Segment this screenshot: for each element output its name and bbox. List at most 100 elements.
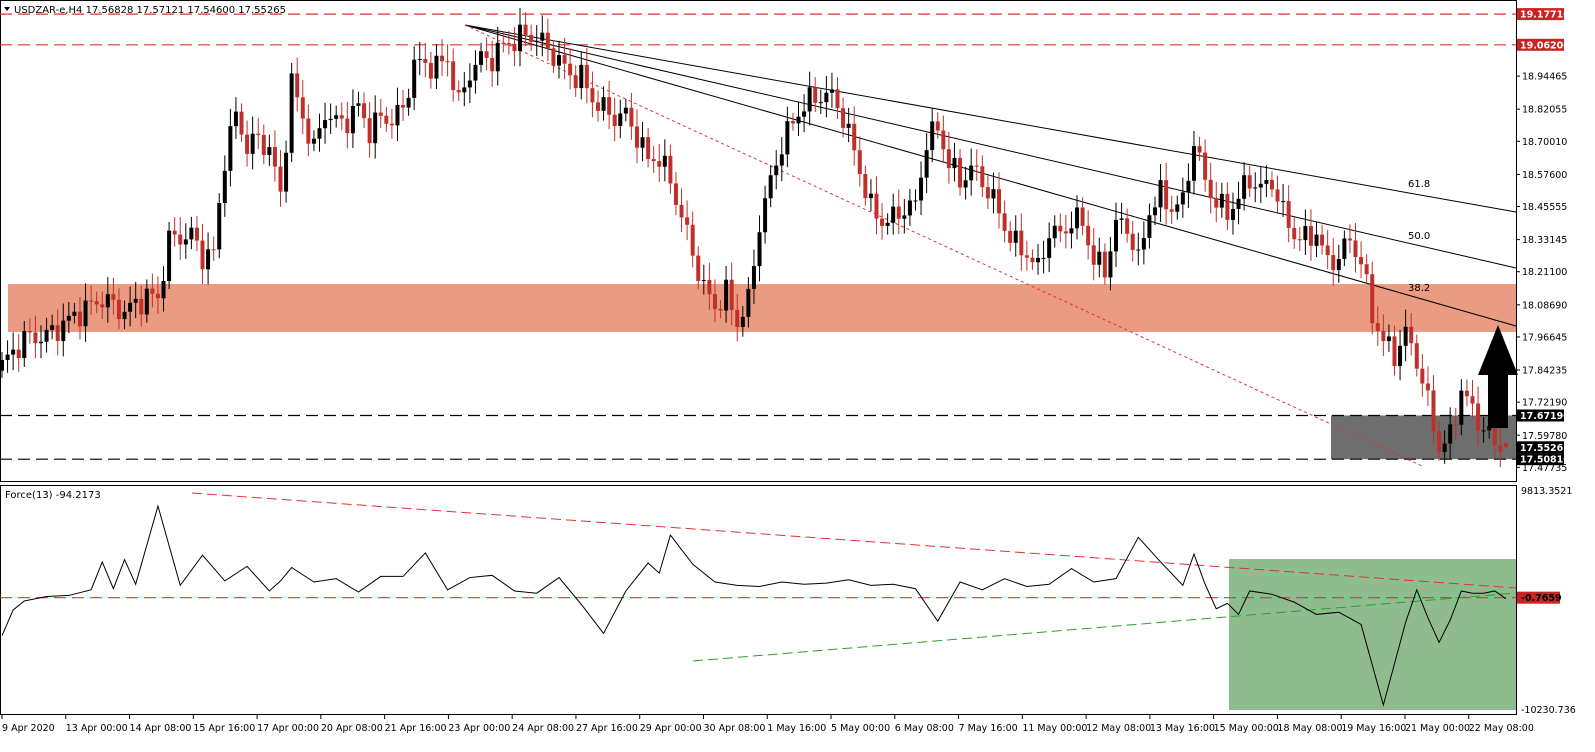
candle-body <box>1130 233 1135 251</box>
candle-body <box>94 301 99 305</box>
candle-body <box>896 206 901 219</box>
candle-body <box>751 266 756 289</box>
level-label-current-text: 17.55265 <box>1520 443 1570 454</box>
candle-body <box>490 57 495 72</box>
time-tick-label: 1 May 16:00 <box>767 723 826 734</box>
candle-body <box>679 204 684 218</box>
symbol-menu-icon[interactable] <box>4 7 10 11</box>
candle-body <box>813 87 818 103</box>
candle-body <box>729 279 734 310</box>
level-label-zone-top: 17.67190 <box>1517 409 1570 422</box>
candle-body <box>77 311 82 327</box>
candle-body <box>1269 180 1274 190</box>
candle-body <box>1498 445 1503 452</box>
candle-body <box>1353 240 1358 258</box>
candle-body <box>796 116 801 124</box>
candle-body <box>852 123 857 151</box>
candle-body <box>1386 336 1391 342</box>
candle-body <box>5 354 10 360</box>
candle-body <box>1264 180 1269 184</box>
candle-body <box>902 215 907 219</box>
candle-body <box>100 304 105 308</box>
candle-body <box>1336 258 1341 270</box>
time-tick-label: 27 Apr 16:00 <box>576 723 638 734</box>
force-descending-trendline <box>191 492 1517 589</box>
candle-body <box>1030 257 1035 263</box>
candle-body <box>139 298 144 315</box>
candle-body <box>306 118 311 144</box>
candle-body <box>1036 257 1041 263</box>
candle-body <box>930 121 935 151</box>
level-label-top-text: 19.17710 <box>1520 10 1570 21</box>
candle-body <box>701 279 706 281</box>
candle-body <box>668 155 673 184</box>
candle-body <box>518 24 523 52</box>
candle-body <box>245 134 250 154</box>
candle-body <box>334 115 339 119</box>
candle-body <box>913 200 918 202</box>
candle-body <box>1242 175 1247 199</box>
candle-body <box>1347 238 1352 241</box>
candle-body <box>1492 426 1497 446</box>
candle-body <box>0 360 4 371</box>
candle-body <box>133 298 138 303</box>
candle-body <box>1286 201 1291 228</box>
candle-body <box>172 230 177 235</box>
candle-body <box>178 234 183 245</box>
price-tick-label: 18.21100 <box>1522 267 1567 278</box>
candle-body <box>1147 215 1152 238</box>
candle-body <box>1208 179 1213 199</box>
candle-body <box>38 341 43 344</box>
candle-body <box>958 157 963 188</box>
candle-body <box>612 114 617 126</box>
candle-body <box>401 104 406 108</box>
candle-body <box>250 133 255 154</box>
time-tick-label: 21 Apr 16:00 <box>385 723 447 734</box>
candle-body <box>1414 343 1419 369</box>
candle-body <box>311 138 316 144</box>
candle-body <box>116 299 121 320</box>
candle-body <box>72 311 77 316</box>
candle-body <box>1253 187 1258 189</box>
level-label-zone-bottom: 17.50810 <box>1517 453 1570 466</box>
time-tick-label: 20 Apr 08:00 <box>321 723 383 734</box>
candle-body <box>1320 234 1325 246</box>
force-level-label: -0.7659 <box>1517 591 1562 604</box>
candle-body <box>1381 330 1386 342</box>
price-tick-label: 18.94465 <box>1522 72 1567 83</box>
candle-body <box>646 137 651 160</box>
candle-body <box>200 240 205 270</box>
candle-body <box>1331 255 1336 270</box>
candle-body <box>217 202 222 250</box>
candle-body <box>991 189 996 199</box>
candle-body <box>579 64 584 89</box>
candle-body <box>323 120 328 129</box>
candle-body <box>1069 228 1074 234</box>
time-tick-label: 22 May 08:00 <box>1469 723 1534 734</box>
candle-body <box>1409 326 1414 344</box>
candle-body <box>367 118 372 144</box>
fib-label-50-0: 50.0 <box>1408 231 1430 242</box>
candle-body <box>1453 424 1458 426</box>
price-tick-label: 17.59780 <box>1522 431 1567 442</box>
candle-body <box>935 121 940 131</box>
candle-body <box>534 40 539 42</box>
candle-body <box>891 206 896 223</box>
time-tick-label: 23 Apr 00:00 <box>448 723 510 734</box>
price-tick-label: 17.72190 <box>1522 398 1567 409</box>
candle-body <box>479 51 484 65</box>
candle-body <box>1108 251 1113 278</box>
candle-body <box>189 227 194 240</box>
candle-body <box>211 249 216 251</box>
time-axis: 9 Apr 2020 13 Apr 00:00 14 Apr 08:00 15 Apr… <box>1 714 1534 734</box>
force-pane-border <box>0 485 1517 715</box>
candle-body <box>417 58 422 60</box>
price-tick-label: 17.96645 <box>1522 332 1567 343</box>
fib-fan-line-50-0 <box>464 24 1517 269</box>
fib-fan-baseline <box>464 24 1423 467</box>
candle-body <box>1136 249 1141 251</box>
candle-body <box>1425 383 1430 391</box>
candle-body <box>272 147 277 167</box>
candle-body <box>1392 336 1397 366</box>
candle-body <box>50 325 55 330</box>
